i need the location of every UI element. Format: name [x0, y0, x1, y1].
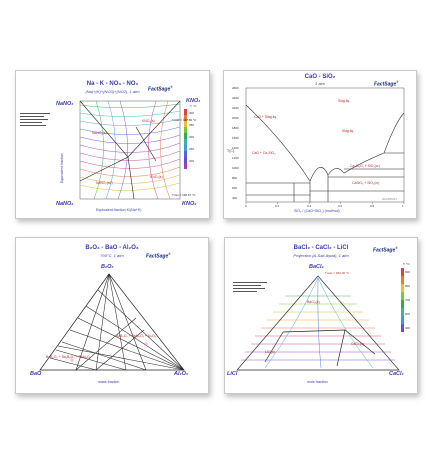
- region-label: BaCl₂(s): [307, 300, 320, 304]
- region-label: BaB₂O₄ + Ba₂B₂O₅ + BaAl₂O₄: [46, 355, 92, 359]
- y-tick: 1000: [232, 166, 239, 170]
- panel1-x-axis-label: Equivalent fraction K/(Na+K): [96, 208, 142, 212]
- panel4-tmax: Tmax = 962.00 °C: [325, 271, 350, 275]
- panel3-title: B₂O₃ - BaO - Al₂O₃: [85, 245, 139, 251]
- panel2-y-axis-label: T(C): [227, 149, 235, 153]
- panel-b2o3-bao-al2o3-diagram[interactable]: B₂O₃ - BaO - Al₂O₃ 700°C, 1 atm FactSage…: [15, 237, 209, 394]
- panel1-subtitle: (Na)+(K)+(NO3)+(NO2), 1 atm: [85, 89, 140, 94]
- panel1-y-axis-label: Equivalent fraction: [60, 153, 64, 183]
- y-tick: 800: [232, 176, 238, 180]
- panel4-x-axis-label: mole fraction: [307, 380, 328, 384]
- legend-tick: 200: [189, 159, 195, 163]
- vertex-kno2: KNO₂: [182, 201, 197, 207]
- panel3-plot: [39, 273, 185, 371]
- panel4-title: BaCl₂ - CaCl₂ - LiCl: [293, 245, 349, 251]
- panel2-subtitle: 1 atm: [314, 81, 325, 86]
- panel2-title: CaO - SiO₂: [304, 74, 336, 80]
- legend-tick: 700: [405, 298, 411, 302]
- factsage-logo: FactSage®: [148, 85, 173, 93]
- y-tick: 1800: [232, 126, 239, 130]
- panel1-title: Na - K - NO₃ - NO₂: [86, 81, 139, 87]
- x-tick: 0.8: [370, 204, 375, 208]
- vertex-bacl2: BaCl₂: [309, 264, 324, 270]
- region-label: CaO + Ca₂SiO₄: [252, 151, 276, 155]
- x-tick: 0.4: [307, 204, 312, 208]
- vertex-b2o3: B₂O₃: [101, 264, 114, 270]
- legend-tick: 300: [189, 135, 195, 139]
- vertex-licl: LiCl: [227, 371, 238, 377]
- vertex-nano2: NaNO₂: [56, 201, 74, 207]
- panel4-subtitle: Projection (A-Salt-liquid), 1 atm: [293, 253, 349, 258]
- panel4-plot: [233, 268, 404, 371]
- panel2-footnote: 2013/06/27: [382, 197, 398, 201]
- region-label: Ca₃Si₂O₇ + SiO₂(cr): [350, 164, 380, 168]
- region-label: KNO₂(s): [150, 175, 163, 179]
- y-tick: 2400: [232, 96, 239, 100]
- y-tick: 400: [232, 196, 238, 200]
- region-label: Slag-liq: [338, 99, 350, 103]
- panel3-subtitle: 700°C, 1 atm: [100, 253, 124, 258]
- vertex-cacl2: CaCl₂: [389, 371, 404, 377]
- y-tick: 1600: [232, 136, 239, 140]
- vertex-al2o3: Al₂O₃: [174, 371, 189, 377]
- region-label: BaB₄O₇ + BaAl₂O₄ + Al₂O₃: [116, 334, 156, 338]
- y-tick: 2200: [232, 106, 239, 110]
- legend-tick: 800: [405, 284, 411, 288]
- panel1-tmax: Tmax = 447.50 °C: [172, 118, 197, 122]
- panel2-x-axis-label: SiO₂ / (CaO+SiO₂) (mol/mol): [294, 209, 340, 213]
- x-tick: 0.2: [275, 204, 280, 208]
- x-tick: 0: [245, 204, 247, 208]
- panel-na-k-phase-diagram[interactable]: Na - K - NO₃ - NO₂ (Na)+(K)+(NO3)+(NO2),…: [15, 70, 210, 219]
- y-tick: 2000: [232, 116, 239, 120]
- legend-tick: 400: [189, 111, 195, 115]
- panel3-x-axis-label: mass fraction: [98, 380, 120, 384]
- panel1-plot: [20, 100, 187, 200]
- y-tick: 1200: [232, 156, 239, 160]
- panel-cao-sio2-phase-diagram[interactable]: CaO - SiO₂ 1 atm FactSage® T(C) SiO₂ / (…: [223, 70, 417, 219]
- legend-tick: 600: [405, 312, 411, 316]
- y-tick: 600: [232, 186, 238, 190]
- legend-tick: 350: [189, 123, 195, 127]
- legend-tick: 250: [189, 147, 195, 151]
- factsage-logo: FactSage®: [373, 246, 398, 254]
- region-label: CaCl₂(s): [351, 342, 364, 346]
- region-label: Slag-liq: [342, 129, 354, 133]
- y-tick: 2600: [232, 86, 239, 90]
- factsage-logo: FactSage®: [374, 80, 399, 88]
- x-tick: 0.6: [338, 204, 343, 208]
- factsage-logo: FactSage®: [146, 252, 171, 260]
- region-label: LiCl(s): [265, 350, 275, 354]
- region-label: KNO₃(s): [142, 119, 155, 123]
- region-label: CaSiO₃ + SiO₂(cr): [352, 181, 380, 185]
- vertex-nano3: NaNO₃: [56, 101, 74, 107]
- panel-bacl2-cacl2-licl-diagram[interactable]: BaCl₂ - CaCl₂ - LiCl Projection (A-Salt-…: [224, 237, 418, 394]
- legend-title: T, °C: [403, 262, 410, 266]
- legend-tick: 900: [405, 270, 411, 274]
- region-label: NaNO₂(s2): [96, 181, 113, 185]
- y-tick: 1400: [232, 146, 239, 150]
- x-tick: 1: [402, 204, 404, 208]
- region-label: NaNO₂(s): [92, 131, 107, 135]
- vertex-bao: BaO: [30, 371, 42, 377]
- legend-title: T, °C: [190, 104, 197, 108]
- panel1-tmin: Tmin = 136.67 °C: [172, 193, 196, 197]
- vertex-kno3: KNO₃: [186, 98, 201, 104]
- legend-tick: 400: [405, 326, 411, 330]
- panel2-plot: [245, 87, 405, 204]
- region-label: CaO + Slag-liq: [254, 115, 277, 119]
